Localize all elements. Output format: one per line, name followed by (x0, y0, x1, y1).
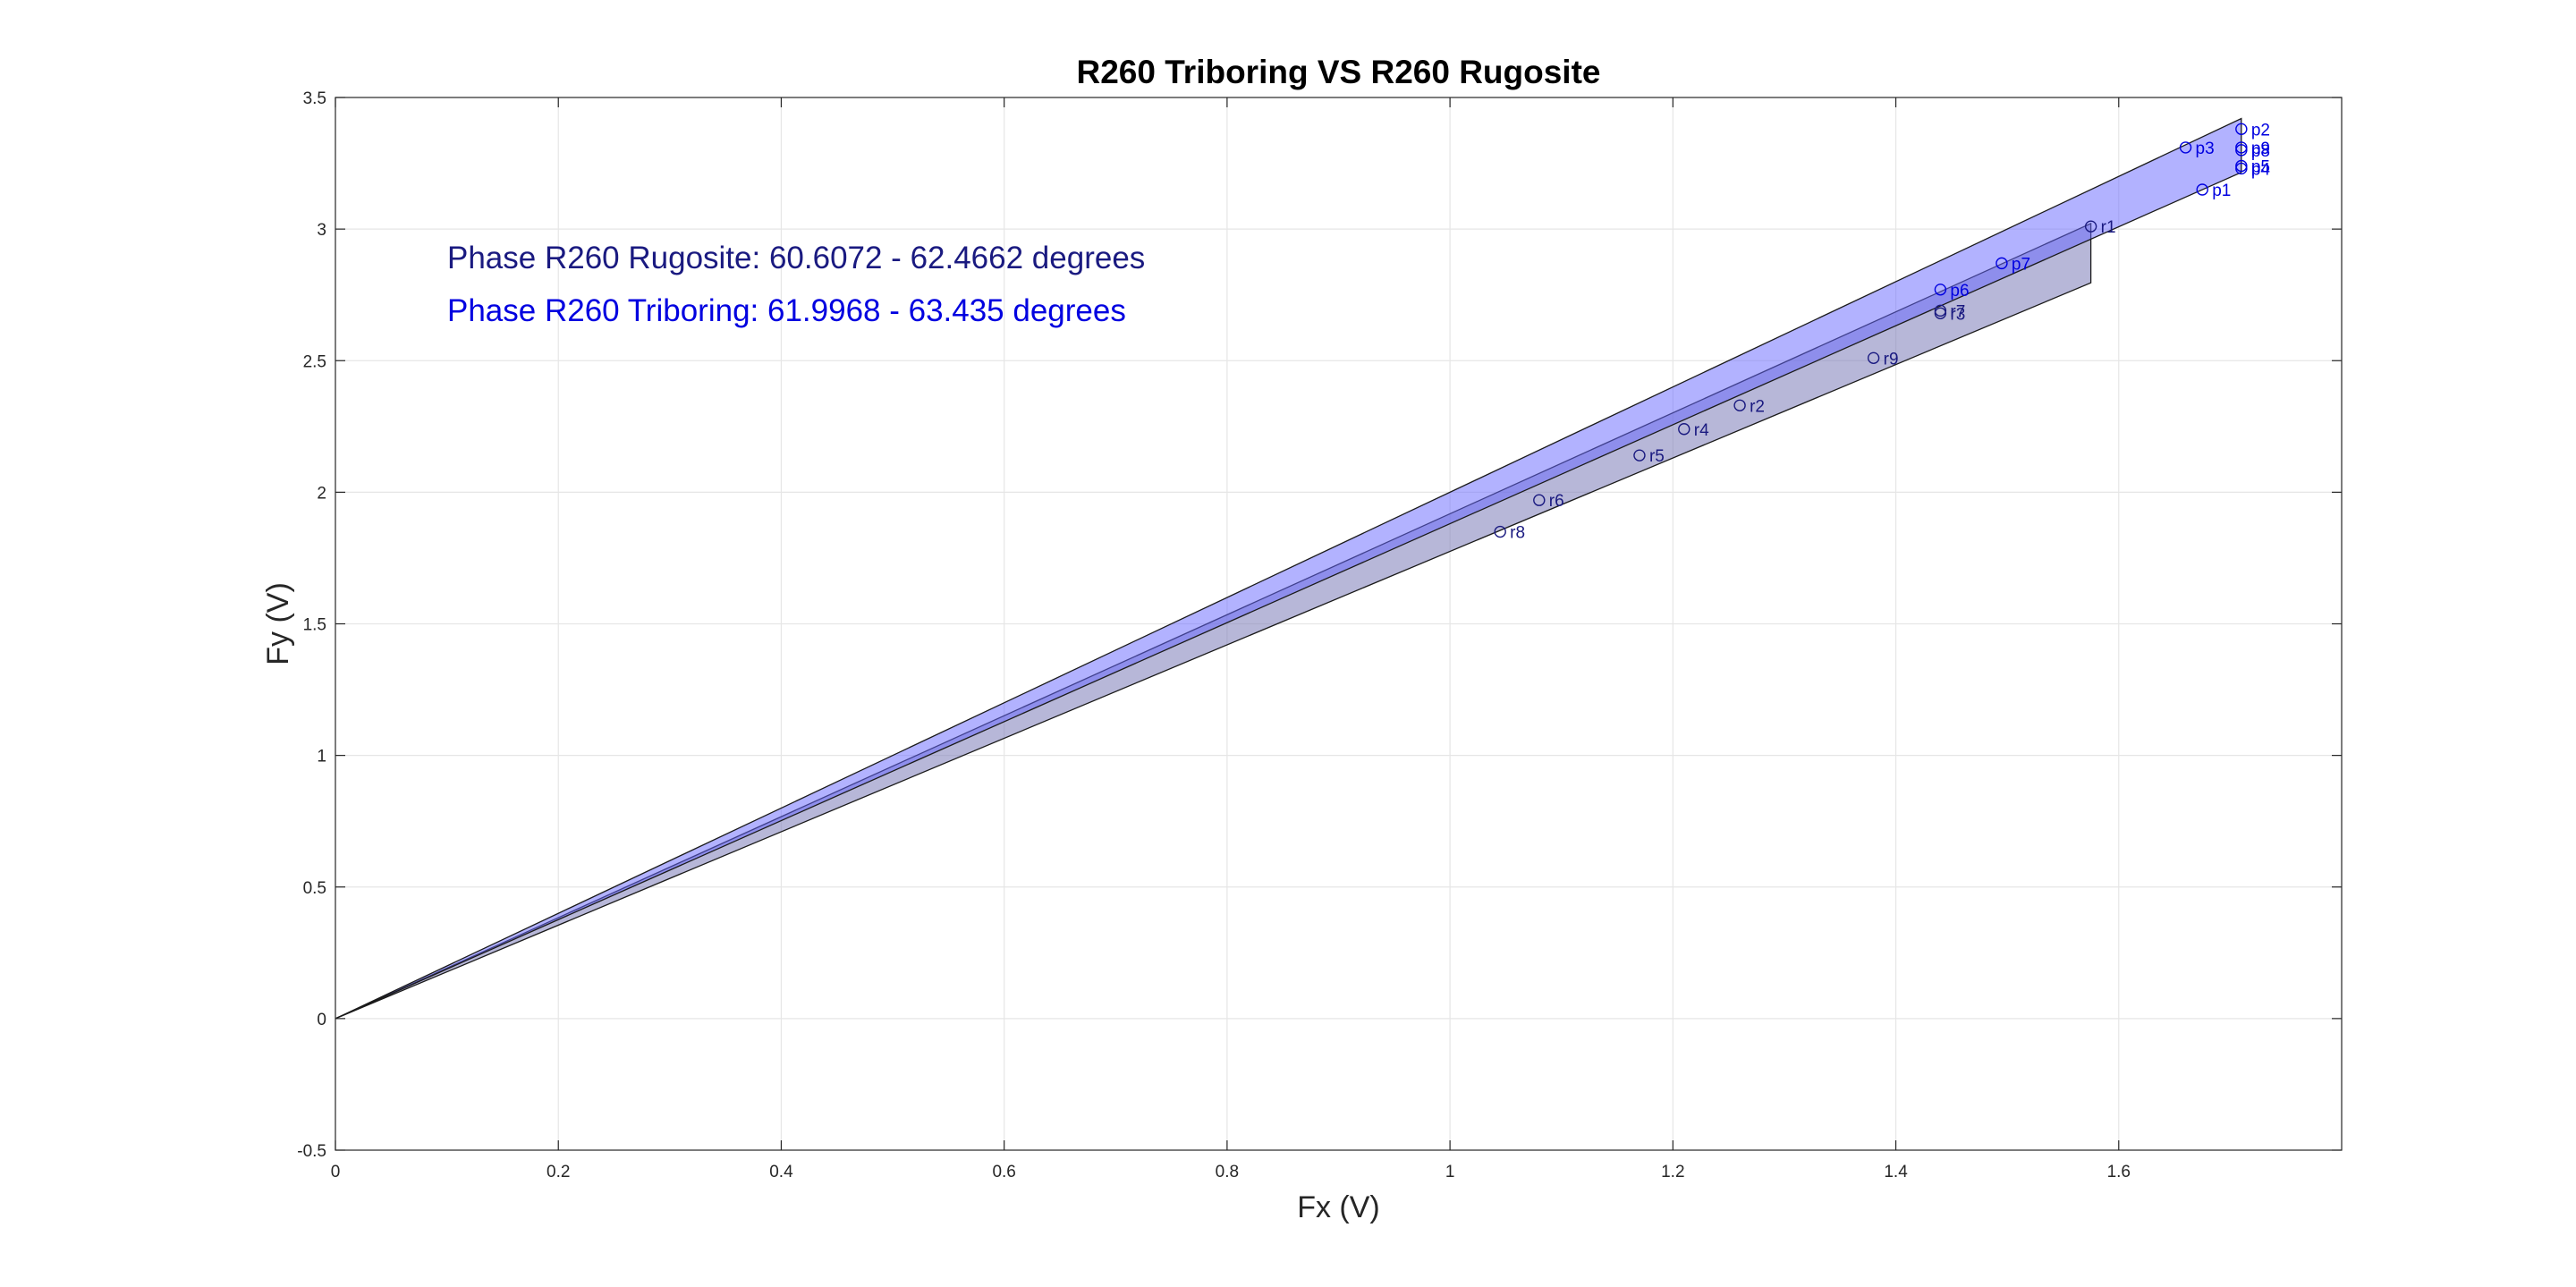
x-tick-label: 0.8 (1216, 1163, 1239, 1181)
x-tick-label: 0.4 (769, 1163, 793, 1181)
point-marker-p6 (1934, 284, 1947, 296)
x-tick-label: 0.2 (547, 1163, 570, 1181)
point-label-p7: p7 (2012, 255, 2030, 274)
chart-title: R260 Triboring VS R260 Rugosite (1077, 54, 1601, 90)
y-tick-label: 2.5 (303, 352, 326, 371)
point-marker-r3 (1934, 307, 1947, 319)
point-label-p4: p4 (2251, 160, 2271, 179)
point-label-p3: p3 (2196, 140, 2215, 158)
point-label-p9: p9 (2251, 140, 2270, 158)
point-marker-r5 (1633, 449, 1646, 461)
point-label-p1: p1 (2212, 182, 2231, 200)
point-marker-r8 (1494, 525, 1506, 538)
point-marker-r1 (2084, 220, 2097, 233)
x-axis-label: Fx (V) (1297, 1190, 1380, 1224)
point-label-r2: r2 (1750, 397, 1765, 416)
point-label-r6: r6 (1549, 492, 1564, 511)
point-label-r8: r8 (1510, 524, 1525, 543)
point-marker-r4 (1678, 423, 1690, 436)
point-label-p8: p8 (2251, 142, 2270, 161)
y-tick-label: 3 (317, 221, 326, 240)
y-tick-label: 1 (317, 748, 326, 766)
annotation-rugosite-phase: Phase R260 Rugosite: 60.6072 - 62.4662 d… (447, 241, 1145, 275)
x-tick-label: 0.6 (992, 1163, 1015, 1181)
point-marker-r9 (1867, 351, 1880, 365)
point-label-p5: p5 (2251, 158, 2270, 177)
y-tick-label: -0.5 (297, 1142, 326, 1161)
annotation-triboring-phase: Phase R260 Triboring: 61.9968 - 63.435 d… (447, 293, 1126, 328)
y-tick-label: 3.5 (303, 89, 326, 108)
point-label-r3: r3 (1950, 305, 1965, 324)
point-label-r1: r1 (2101, 218, 2116, 237)
point-label-p6: p6 (1950, 282, 1969, 301)
y-tick-label: 1.5 (303, 616, 326, 635)
grid-lines (335, 97, 2342, 1150)
x-tick-label: 0 (331, 1163, 341, 1181)
point-marker-p1 (2196, 183, 2208, 196)
y-tick-label: 0.5 (303, 879, 326, 898)
point-marker-p2 (2235, 123, 2248, 136)
point-marker-p9 (2235, 141, 2248, 154)
wedges (335, 117, 2242, 1020)
wedge-series-2 (335, 117, 2242, 1020)
point-marker-p7 (1996, 257, 2008, 270)
point-label-p2: p2 (2251, 121, 2270, 140)
y-tick-label: 2 (317, 484, 326, 503)
x-tick-label: 1.2 (1661, 1163, 1684, 1181)
point-label-r9: r9 (1884, 350, 1899, 368)
axis-ticks: 0 0.2 0.4 0.6 0.8 1 1.2 1.4 1.6 -0.5 0 0.5 1 1.5 2 2.5 3… (297, 89, 2342, 1181)
point-label-r7: r7 (1950, 302, 1965, 321)
x-tick-label: 1.6 (2107, 1163, 2131, 1181)
x-tick-label: 1 (1445, 1163, 1455, 1181)
point-marker-p3 (2179, 141, 2192, 154)
point-label-r5: r5 (1649, 447, 1665, 466)
y-axis-label: Fy (V) (261, 582, 295, 665)
point-marker-r2 (1733, 399, 1746, 411)
y-tick-label: 0 (317, 1011, 326, 1029)
point-label-r4: r4 (1694, 421, 1709, 440)
x-tick-label: 1.4 (1884, 1163, 1908, 1181)
point-marker-r6 (1533, 494, 1546, 506)
point-marker-p5 (2235, 159, 2248, 173)
